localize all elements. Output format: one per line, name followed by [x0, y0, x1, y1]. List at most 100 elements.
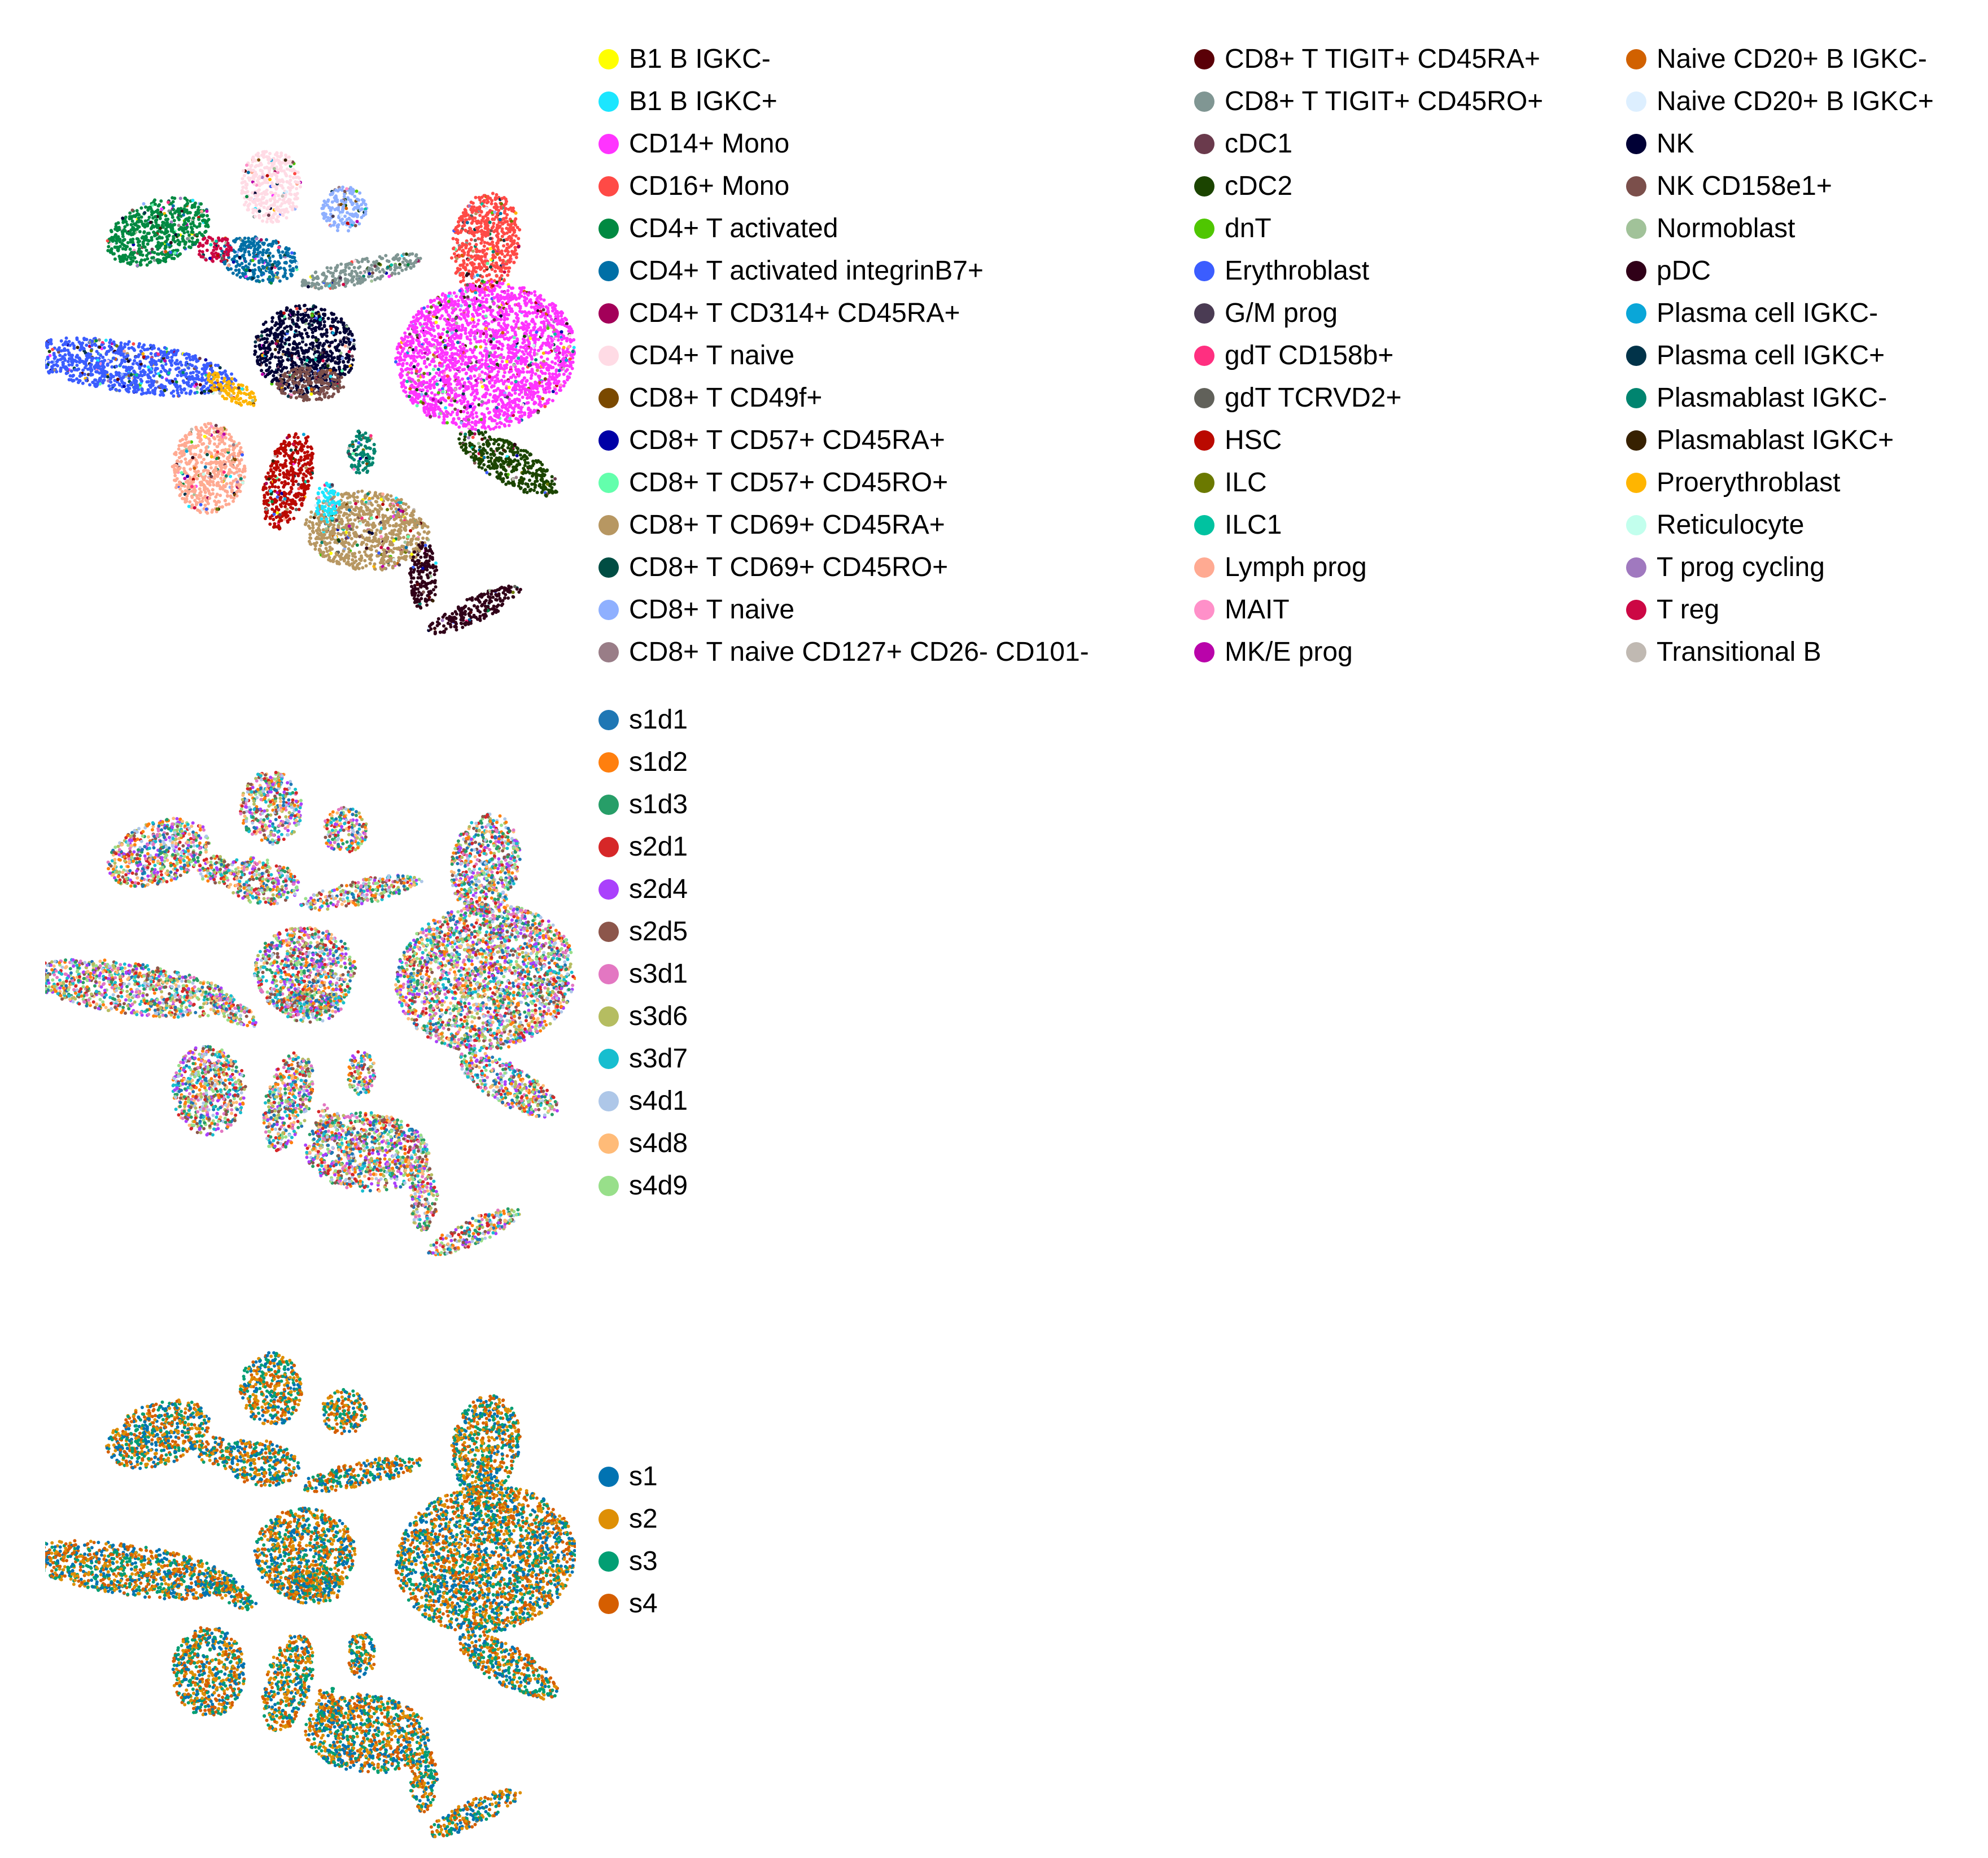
scatter-point — [387, 275, 391, 278]
scatter-point — [148, 206, 152, 209]
scatter-point — [350, 278, 353, 282]
scatter-point — [157, 212, 160, 215]
scatter-point — [296, 350, 300, 353]
scatter-point — [343, 215, 347, 218]
scatter-point — [277, 351, 281, 354]
scatter-point — [285, 207, 289, 211]
scatter-point — [145, 348, 148, 351]
scatter-point — [354, 224, 357, 228]
scatter-point — [172, 223, 175, 226]
scatter-point — [337, 320, 340, 324]
scatter-point — [514, 234, 518, 238]
scatter-point — [180, 391, 183, 394]
scatter-point — [309, 380, 312, 383]
scatter-point — [497, 209, 500, 212]
scatter-point — [506, 273, 509, 277]
scatter-point — [276, 168, 279, 172]
scatter-point — [136, 209, 139, 212]
scatter-point — [290, 369, 294, 372]
scatter-point — [276, 344, 279, 348]
scatter-point — [514, 223, 517, 226]
scatter-point — [126, 241, 130, 245]
scatter-point — [200, 379, 204, 382]
scatter-point — [495, 205, 498, 208]
scatter-point — [197, 206, 200, 209]
scatter-point — [466, 213, 470, 217]
scatter-point — [333, 378, 336, 381]
scatter-point — [496, 235, 499, 239]
scatter-point — [378, 270, 382, 273]
scatter-point — [474, 239, 477, 242]
scatter-point — [265, 207, 269, 211]
scatter-point — [470, 238, 473, 241]
scatter-point — [261, 373, 264, 376]
scatter-point — [137, 344, 141, 348]
scatter-point — [139, 350, 143, 353]
scatter-point — [281, 213, 285, 217]
scatter-point — [327, 317, 330, 320]
scatter-point — [143, 237, 147, 241]
scatter-point — [393, 268, 396, 272]
scatter-point — [470, 221, 474, 225]
scatter-point — [277, 208, 281, 211]
scatter-point — [123, 345, 126, 348]
scatter-point — [73, 368, 77, 372]
scatter-point — [180, 388, 183, 391]
scatter-point — [145, 254, 148, 258]
scatter-point — [306, 391, 309, 394]
scatter-point — [282, 267, 286, 270]
scatter-point — [136, 383, 139, 387]
scatter-point — [172, 394, 175, 398]
scatter-point — [120, 373, 124, 376]
scatter-point — [138, 367, 142, 370]
scatter-point — [209, 243, 212, 246]
scatter-point — [264, 352, 268, 356]
scatter-point — [216, 364, 220, 367]
scatter-point — [254, 344, 257, 348]
scatter-point — [331, 274, 334, 278]
scatter-point — [271, 316, 274, 320]
scatter-point — [279, 256, 282, 259]
scatter-point — [322, 382, 326, 385]
scatter-point — [483, 254, 487, 257]
scatter-point — [300, 349, 304, 352]
scatter-point — [331, 285, 334, 288]
scatter-point — [348, 267, 351, 270]
scatter-point — [509, 239, 513, 242]
scatter-point — [268, 252, 272, 255]
scatter-point — [199, 202, 203, 206]
scatter-point — [223, 262, 226, 265]
scatter-point — [404, 268, 408, 271]
scatter-point — [313, 363, 317, 366]
scatter-point — [172, 204, 175, 208]
scatter-point — [182, 388, 186, 391]
scatter-point — [349, 219, 352, 222]
scatter-point — [200, 391, 203, 395]
scatter-point — [201, 219, 204, 223]
scatter-point — [161, 367, 165, 370]
scatter-point — [251, 277, 255, 280]
scatter-point — [305, 398, 309, 402]
scatter-point — [277, 215, 280, 218]
scatter-point — [384, 254, 387, 258]
scatter-point — [90, 344, 94, 347]
scatter-point — [518, 228, 521, 232]
scatter-point — [271, 163, 274, 166]
scatter-point — [486, 262, 490, 265]
scatter-point — [191, 241, 194, 244]
scatter-point — [370, 264, 373, 267]
scatter-point — [244, 241, 248, 244]
scatter-point — [242, 244, 245, 247]
scatter-point — [318, 396, 321, 400]
scatter-point — [326, 270, 330, 273]
scatter-point — [250, 396, 253, 399]
scatter-point — [249, 402, 252, 405]
scatter-point — [500, 197, 504, 200]
scatter-point — [473, 216, 477, 220]
scatter-point — [187, 233, 191, 237]
scatter-point — [409, 266, 412, 269]
scatter-point — [368, 272, 371, 276]
scatter-point — [285, 261, 288, 264]
scatter-point — [183, 241, 187, 245]
scatter-point — [81, 346, 85, 350]
